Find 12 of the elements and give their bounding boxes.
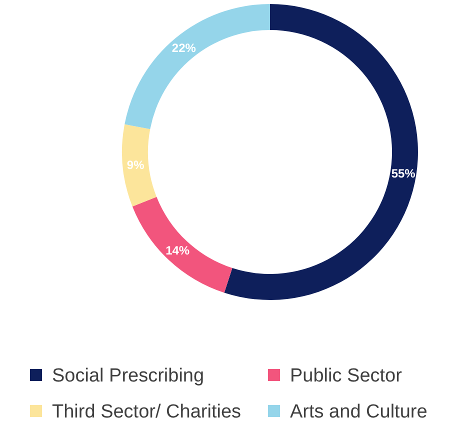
legend-label: Public Sector xyxy=(290,366,403,387)
donut-slice xyxy=(132,196,232,293)
legend-label: Arts and Culture xyxy=(290,402,428,423)
data-label: 14% xyxy=(166,244,190,258)
data-label: 9% xyxy=(126,158,145,172)
donut-slice xyxy=(124,4,270,130)
donut-slice xyxy=(224,4,418,300)
legend-label: Third Sector/ Charities xyxy=(52,402,242,423)
data-label: 55% xyxy=(391,166,416,180)
legend-label: Social Prescribing xyxy=(52,366,204,387)
data-label: 22% xyxy=(172,41,196,56)
donut-slice xyxy=(122,124,157,206)
